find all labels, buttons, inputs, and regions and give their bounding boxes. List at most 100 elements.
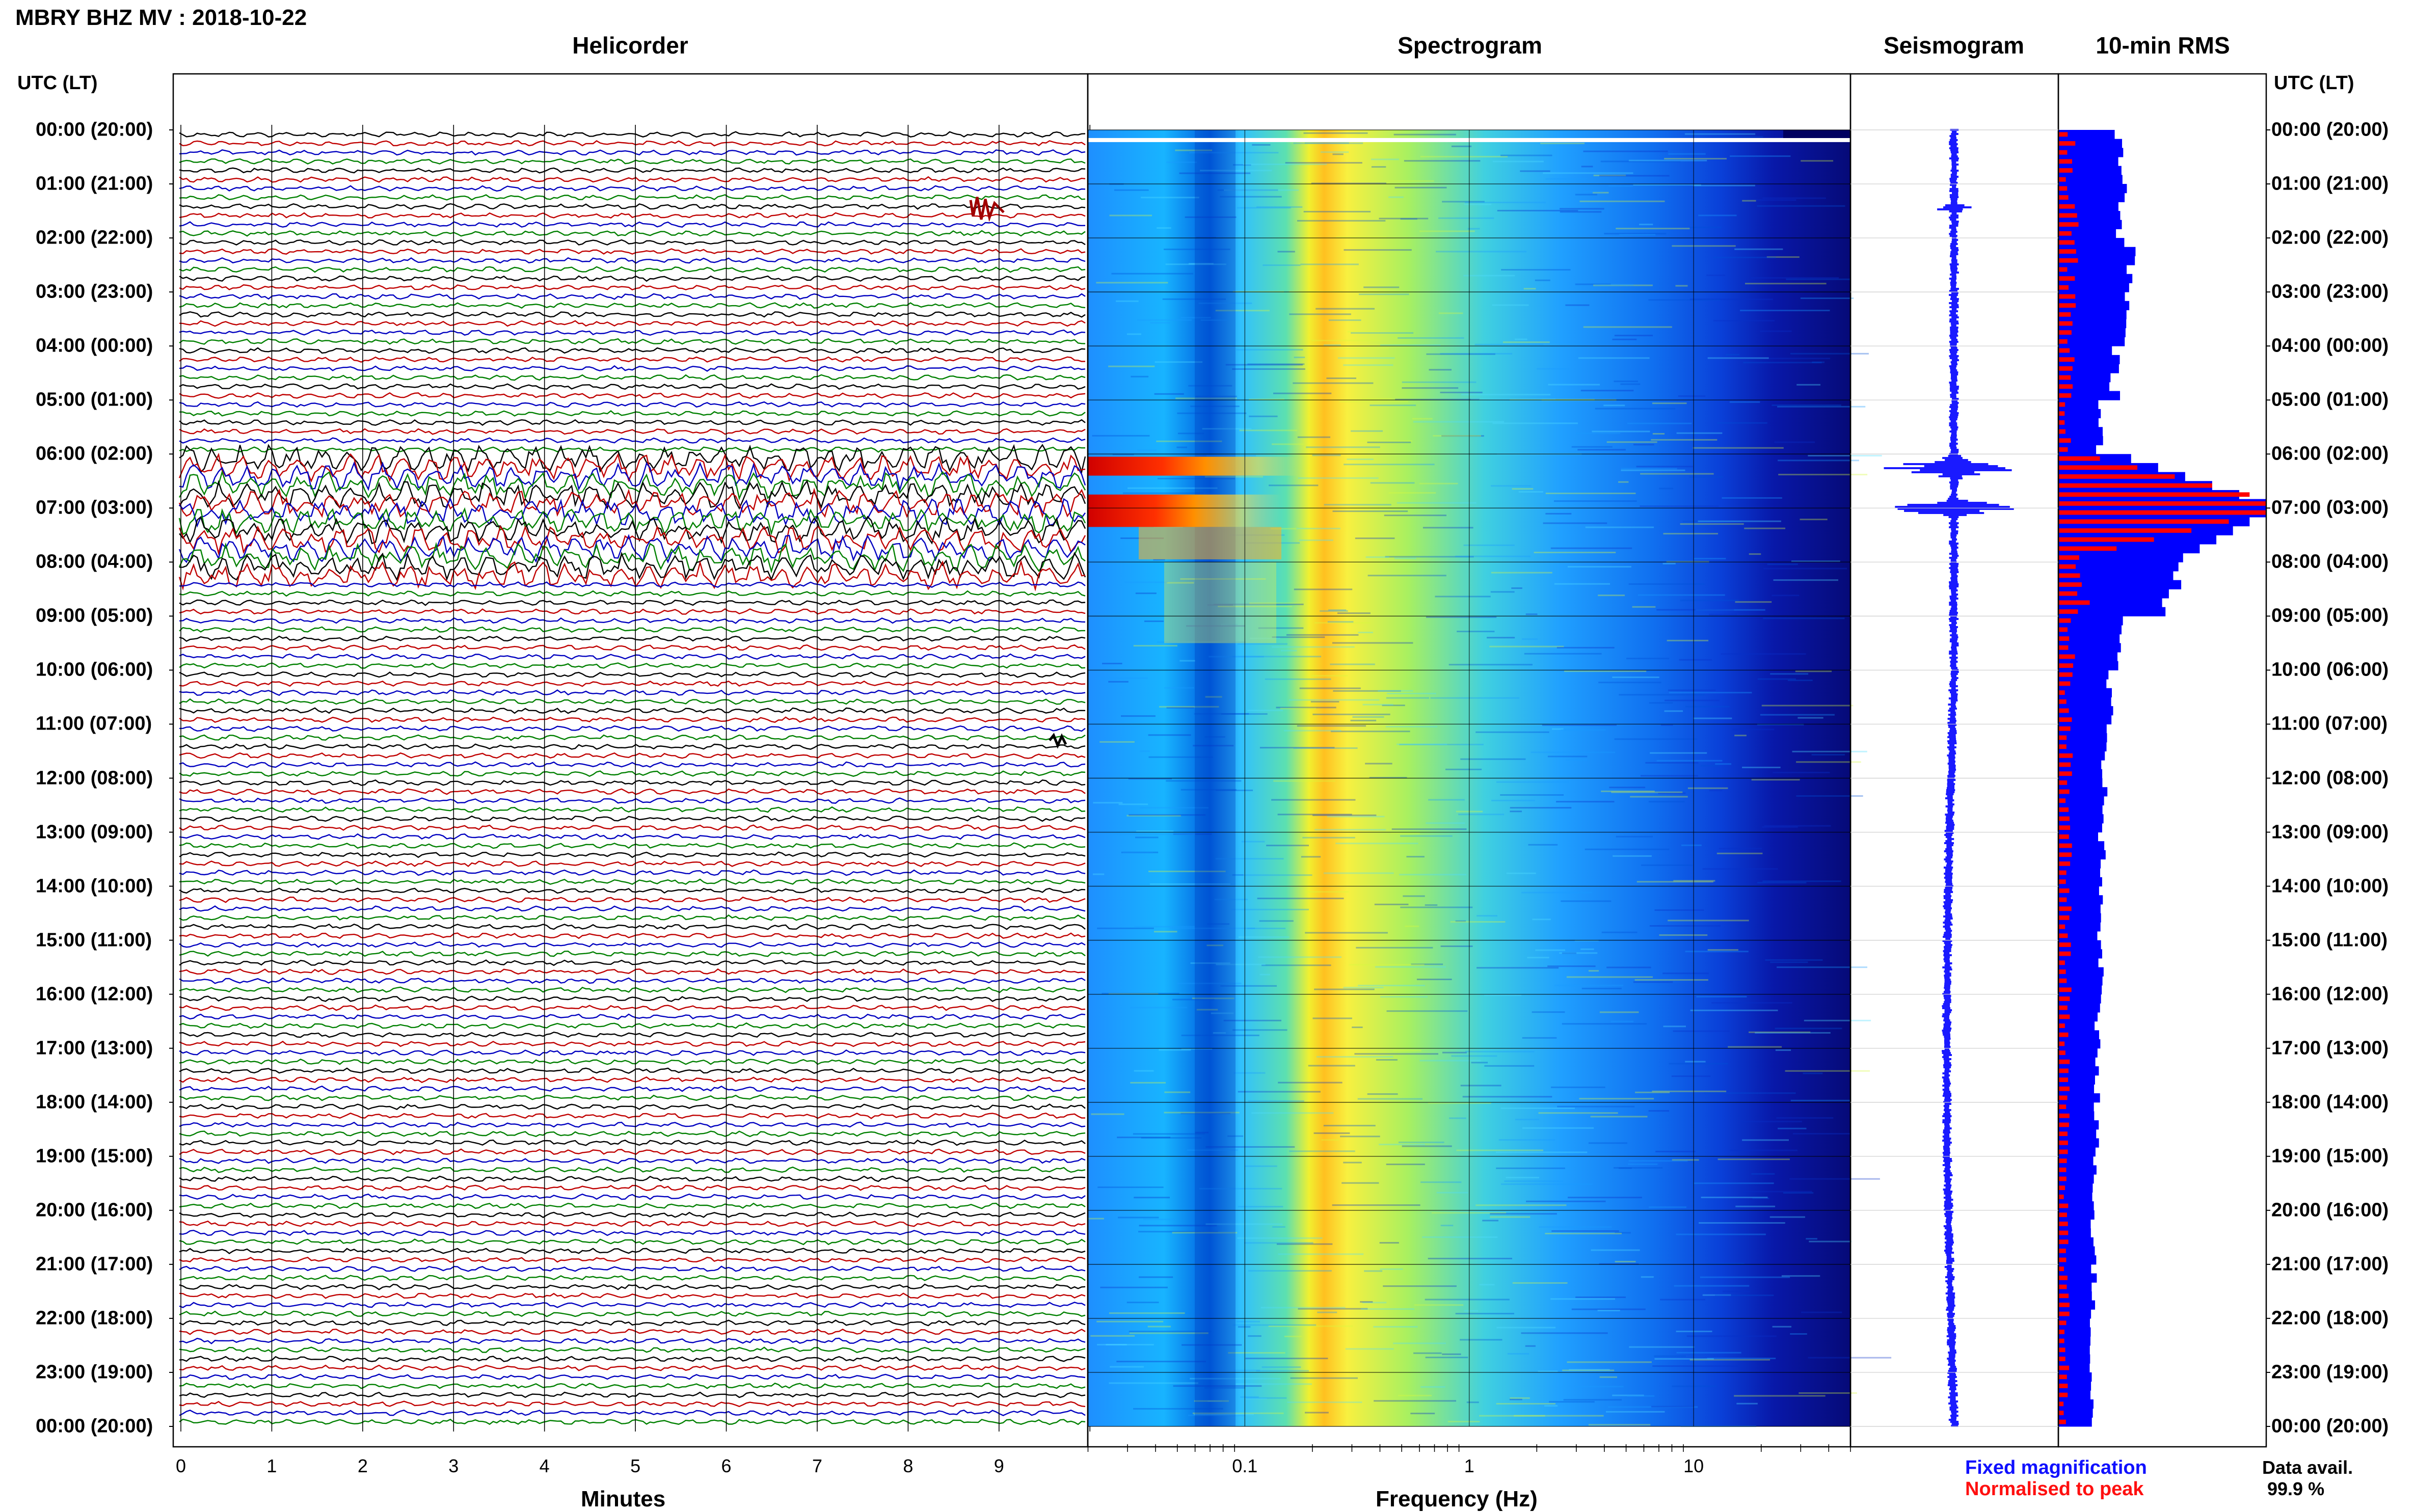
rms-bar-normalised — [2058, 1104, 2067, 1110]
rms-bar-fixed — [2058, 931, 2098, 941]
rms-bar-normalised — [2058, 636, 2070, 641]
spectrogram-texture — [1648, 299, 1721, 301]
spectrogram-texture — [1490, 1213, 1557, 1215]
spectrogram-texture — [1628, 159, 1707, 161]
spectrogram-texture — [1783, 1192, 1814, 1194]
spectrogram-texture — [1200, 170, 1272, 172]
spectrogram-texture — [1256, 206, 1303, 208]
spectrogram-texture — [1745, 358, 1831, 360]
rms-bar-fixed — [2058, 733, 2107, 743]
spectrogram-texture — [1477, 915, 1497, 917]
rms-bar-fixed — [2058, 1399, 2094, 1409]
rms-bar-normalised — [2058, 870, 2067, 875]
spectrogram-texture — [1704, 1092, 1796, 1094]
rms-bar-fixed — [2058, 1129, 2097, 1139]
spectrogram-texture — [1097, 1186, 1164, 1189]
spectrogram-texture — [1147, 1326, 1171, 1328]
spectrogram-texture — [1504, 1180, 1564, 1182]
spectrogram-texture — [1792, 1132, 1852, 1135]
spectrogram-texture — [1139, 1276, 1173, 1278]
helicorder-trace — [179, 437, 1086, 444]
spectrogram-texture — [1428, 1102, 1491, 1104]
spectrogram-texture — [1343, 1162, 1362, 1164]
minute-tick-label: 8 — [903, 1455, 913, 1476]
spectrogram-texture — [1329, 347, 1389, 349]
spectrogram-texture — [1671, 1075, 1711, 1077]
rms-bar-fixed — [2058, 580, 2182, 589]
helicorder-trace — [179, 392, 1086, 399]
helicorder-trace — [179, 1148, 1086, 1155]
spectrogram-texture — [1445, 768, 1482, 770]
spectrogram-texture — [1464, 1310, 1479, 1312]
spectrogram-texture — [1701, 1196, 1768, 1198]
spectrogram-texture — [1386, 1010, 1468, 1012]
spectrogram-texture — [1109, 214, 1152, 217]
helicorder-trace — [179, 1220, 1086, 1227]
spectrogram-texture — [1356, 947, 1433, 949]
spectrogram-texture — [1786, 278, 1850, 280]
spectrogram-texture — [1276, 1243, 1333, 1245]
rms-bar-fixed — [2058, 868, 2101, 878]
rms-bar-normalised — [2058, 447, 2068, 452]
spectrogram-texture — [1159, 706, 1219, 708]
spectrogram-texture — [1773, 579, 1838, 581]
spectrogram-texture — [1580, 948, 1594, 950]
spectrogram-texture — [1173, 833, 1212, 835]
helicorder-trace — [179, 1356, 1086, 1362]
rms-bar-normalised — [2058, 708, 2069, 713]
spectrogram-texture — [1569, 1369, 1610, 1371]
spectrogram-texture — [1324, 344, 1341, 346]
rms-bar-normalised — [2058, 1140, 2068, 1145]
spectrogram-texture — [1762, 880, 1841, 882]
helicorder-trace — [179, 653, 1086, 660]
rms-bar-normalised — [2058, 1365, 2070, 1370]
spectrogram-texture — [1367, 1093, 1398, 1095]
spectrogram-texture — [1289, 699, 1380, 701]
spectrogram-texture — [1362, 1302, 1387, 1304]
spectrogram-texture — [1762, 826, 1798, 828]
spectrogram-texture — [1636, 881, 1713, 883]
rms-bar-normalised — [2058, 240, 2075, 245]
spectrogram-texture — [1106, 1344, 1154, 1346]
spectrogram-texture — [1578, 357, 1650, 359]
spectrogram-texture — [1232, 656, 1322, 658]
rms-bar-normalised — [2058, 1014, 2070, 1019]
spectrogram-texture — [1435, 596, 1491, 598]
spectrogram-texture — [1461, 394, 1551, 396]
spectrogram-texture — [1729, 401, 1760, 403]
spectrogram-texture — [1285, 162, 1362, 164]
helicorder-trace — [179, 680, 1086, 687]
rms-bar-fixed — [2058, 1003, 2100, 1013]
helicorder-trace — [179, 815, 1086, 822]
spectrogram-texture — [1600, 160, 1681, 163]
spectrogram-texture — [1762, 197, 1826, 199]
spectrogram-texture — [1694, 558, 1726, 560]
spectrogram-texture — [1500, 794, 1564, 796]
helicorder-trace — [179, 923, 1086, 930]
spectrogram-texture — [1403, 895, 1425, 897]
spectrogram-texture — [1521, 638, 1538, 640]
rms-bar-normalised — [2058, 186, 2068, 191]
spectrogram-texture — [1247, 363, 1305, 365]
spectrogram-texture — [1143, 1219, 1176, 1221]
spectrogram-texture — [1576, 433, 1621, 435]
spectrogram-texture — [1475, 731, 1549, 733]
helicorder-trace — [179, 1067, 1086, 1074]
spectrogram-texture — [1190, 406, 1240, 408]
spectrogram-texture — [1289, 1150, 1355, 1152]
spectrogram-texture — [1237, 1237, 1323, 1239]
spectrogram-texture — [1343, 364, 1393, 366]
spectrogram-texture — [1740, 1121, 1802, 1123]
spectrogram-texture — [1510, 807, 1572, 809]
spectrogram-texture — [1293, 382, 1374, 384]
spectrogram-texture — [1302, 836, 1355, 839]
page-title: MBRY BHZ MV : 2018-10-22 — [15, 5, 307, 30]
spectrogram-texture — [1811, 754, 1845, 756]
spectrogram-texture — [1548, 384, 1600, 386]
spectrogram-texture — [1179, 660, 1195, 662]
spectrogram-texture — [1583, 150, 1668, 152]
spectrogram-texture — [1547, 965, 1596, 967]
spectrogram-texture — [1633, 444, 1654, 446]
rms-bar-fixed — [2058, 571, 2174, 581]
spectrogram-texture — [1455, 920, 1466, 922]
